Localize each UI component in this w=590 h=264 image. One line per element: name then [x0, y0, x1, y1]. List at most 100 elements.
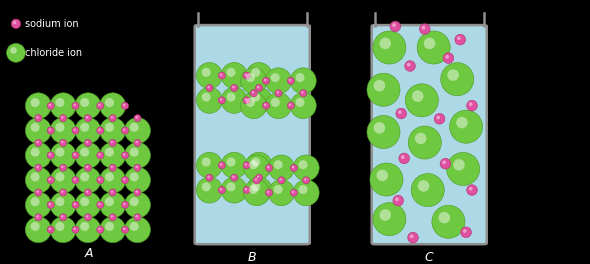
Ellipse shape	[408, 232, 418, 243]
Ellipse shape	[264, 79, 267, 81]
Ellipse shape	[221, 63, 247, 88]
Ellipse shape	[453, 159, 465, 171]
Ellipse shape	[392, 23, 396, 27]
Ellipse shape	[244, 73, 247, 76]
Ellipse shape	[218, 97, 225, 104]
Ellipse shape	[367, 73, 400, 106]
Ellipse shape	[55, 148, 64, 157]
Ellipse shape	[246, 87, 272, 113]
Ellipse shape	[47, 201, 54, 209]
Ellipse shape	[287, 102, 294, 109]
Ellipse shape	[86, 166, 88, 168]
Ellipse shape	[467, 185, 477, 195]
Ellipse shape	[130, 123, 139, 132]
Ellipse shape	[84, 164, 91, 171]
Ellipse shape	[123, 129, 126, 131]
Ellipse shape	[60, 115, 67, 122]
Ellipse shape	[135, 166, 138, 168]
Ellipse shape	[130, 172, 139, 181]
Ellipse shape	[48, 153, 51, 156]
Ellipse shape	[135, 116, 138, 119]
Ellipse shape	[50, 142, 76, 168]
Ellipse shape	[202, 92, 211, 102]
Ellipse shape	[60, 214, 67, 221]
Ellipse shape	[97, 102, 104, 109]
Ellipse shape	[55, 197, 64, 206]
Ellipse shape	[405, 61, 415, 71]
Ellipse shape	[373, 202, 406, 236]
Ellipse shape	[86, 141, 88, 143]
Ellipse shape	[105, 172, 114, 181]
Ellipse shape	[373, 80, 385, 91]
Ellipse shape	[98, 153, 101, 156]
Ellipse shape	[25, 93, 51, 119]
Ellipse shape	[73, 228, 76, 230]
Ellipse shape	[31, 172, 40, 181]
Ellipse shape	[31, 222, 40, 231]
Ellipse shape	[134, 164, 141, 171]
Ellipse shape	[196, 152, 222, 178]
Ellipse shape	[35, 189, 42, 196]
Ellipse shape	[35, 139, 42, 147]
Ellipse shape	[267, 191, 270, 193]
Ellipse shape	[31, 148, 40, 157]
Ellipse shape	[219, 188, 222, 190]
Ellipse shape	[271, 73, 280, 82]
Ellipse shape	[293, 155, 319, 181]
Ellipse shape	[122, 102, 129, 109]
Ellipse shape	[124, 142, 150, 168]
Ellipse shape	[75, 117, 101, 144]
Ellipse shape	[35, 115, 42, 122]
Ellipse shape	[290, 164, 297, 172]
Ellipse shape	[264, 103, 267, 106]
Ellipse shape	[463, 229, 467, 233]
Ellipse shape	[73, 153, 76, 156]
Ellipse shape	[80, 222, 89, 231]
Ellipse shape	[110, 116, 113, 119]
Ellipse shape	[61, 190, 64, 193]
Ellipse shape	[72, 102, 79, 109]
Ellipse shape	[266, 164, 273, 172]
Ellipse shape	[267, 166, 270, 168]
Ellipse shape	[130, 222, 139, 231]
Ellipse shape	[48, 129, 51, 131]
Ellipse shape	[441, 63, 474, 96]
Text: chloride ion: chloride ion	[25, 48, 83, 58]
Ellipse shape	[379, 37, 391, 49]
Ellipse shape	[123, 153, 126, 156]
Ellipse shape	[25, 192, 51, 218]
Ellipse shape	[98, 178, 101, 181]
FancyBboxPatch shape	[372, 25, 487, 244]
Ellipse shape	[445, 55, 449, 59]
Ellipse shape	[244, 98, 247, 101]
Ellipse shape	[97, 201, 104, 209]
Ellipse shape	[47, 152, 54, 159]
Ellipse shape	[196, 177, 222, 203]
Ellipse shape	[243, 97, 250, 104]
Ellipse shape	[48, 178, 51, 181]
Ellipse shape	[61, 116, 64, 119]
Ellipse shape	[72, 177, 79, 184]
Ellipse shape	[98, 104, 101, 106]
Ellipse shape	[231, 174, 238, 181]
Ellipse shape	[98, 129, 101, 131]
Ellipse shape	[109, 139, 116, 147]
Ellipse shape	[227, 92, 235, 102]
Ellipse shape	[410, 234, 414, 238]
Ellipse shape	[80, 148, 89, 157]
Ellipse shape	[48, 228, 51, 230]
Ellipse shape	[218, 187, 225, 194]
Ellipse shape	[10, 47, 17, 54]
Ellipse shape	[11, 19, 21, 29]
Text: B: B	[248, 251, 257, 264]
Ellipse shape	[105, 98, 114, 107]
Ellipse shape	[135, 190, 138, 193]
Ellipse shape	[299, 160, 307, 169]
Ellipse shape	[290, 68, 316, 94]
Ellipse shape	[246, 63, 272, 88]
Ellipse shape	[443, 53, 454, 63]
Ellipse shape	[124, 192, 150, 218]
Ellipse shape	[221, 152, 247, 178]
Ellipse shape	[123, 228, 126, 230]
Ellipse shape	[202, 182, 211, 191]
